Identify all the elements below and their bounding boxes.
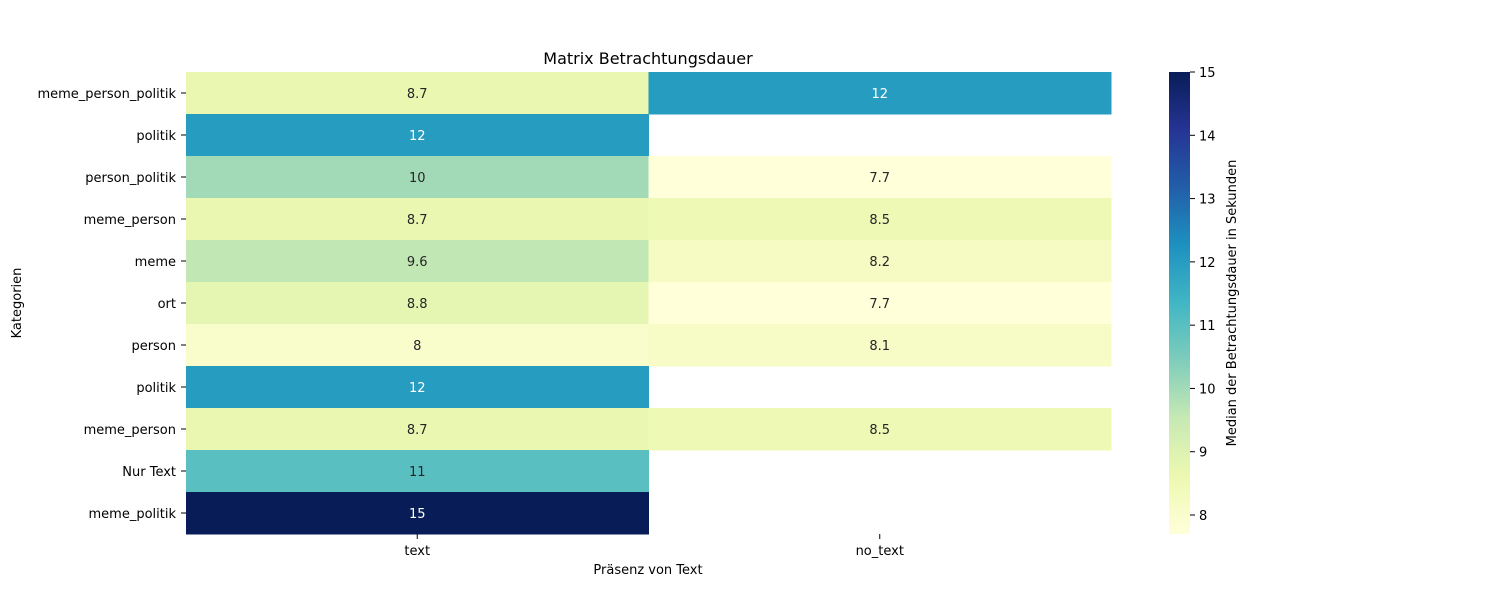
y-axis-label: Kategorien bbox=[10, 268, 25, 339]
heatmap-cell bbox=[186, 408, 649, 451]
heatmap-cell bbox=[648, 240, 1112, 283]
x-tick-label: text bbox=[404, 544, 430, 559]
colorbar-ticks: 8 9 10 11 12 13 14 15 bbox=[1190, 66, 1216, 524]
heatmap-cell bbox=[648, 324, 1112, 367]
heatmap-cell bbox=[186, 240, 649, 283]
y-tick-label: politik bbox=[136, 129, 176, 144]
cell-value-label: 8.2 bbox=[869, 255, 890, 270]
y-tick-label: Nur Text bbox=[122, 465, 176, 480]
heatmap-cell bbox=[186, 198, 649, 241]
y-tick-label: meme_politik bbox=[89, 507, 177, 522]
heatmap-cell bbox=[186, 114, 649, 157]
heatmap-cell bbox=[186, 156, 649, 199]
colorbar-tick-label: 8 bbox=[1199, 509, 1207, 524]
cell-value-label: 8.7 bbox=[407, 423, 428, 438]
colorbar-tick-label: 11 bbox=[1199, 319, 1216, 334]
heatmap-cell bbox=[648, 72, 1112, 115]
colorbar-tick-label: 10 bbox=[1199, 382, 1216, 397]
heatmap-cell bbox=[186, 450, 649, 493]
cell-value-label: 11 bbox=[409, 465, 426, 480]
y-tick-label: person bbox=[131, 339, 176, 354]
heatmap-cell bbox=[648, 198, 1112, 241]
y-tick-label: meme bbox=[135, 255, 176, 270]
cell-value-label: 12 bbox=[871, 87, 888, 102]
colorbar: 8 9 10 11 12 13 14 15 Median der Betrachtungsda… bbox=[1169, 66, 1240, 534]
cell-value-label: 10 bbox=[409, 171, 426, 186]
heatmap-cell bbox=[186, 282, 649, 325]
heatmap-cells: 8.7 12 12 10 7.7 8.7 8.5 9.6 8.2 8.8 7.7 8 8.1 12 8.7 8… bbox=[186, 72, 1112, 535]
cell-value-label: 7.7 bbox=[869, 171, 890, 186]
cell-value-label: 7.7 bbox=[869, 297, 890, 312]
y-tick-label: meme_person_politik bbox=[37, 87, 176, 102]
colorbar-label: Median der Betrachtungsdauer in Sekunden bbox=[1225, 160, 1240, 447]
cell-value-label: 9.6 bbox=[407, 255, 428, 270]
heatmap-cell bbox=[648, 408, 1112, 451]
cell-value-label: 12 bbox=[409, 381, 426, 396]
cell-value-label: 8.8 bbox=[407, 297, 428, 312]
colorbar-tick-label: 12 bbox=[1199, 256, 1216, 271]
cell-value-label: 8.7 bbox=[407, 87, 428, 102]
heatmap-cell bbox=[648, 156, 1112, 199]
y-tick-label: person_politik bbox=[85, 171, 176, 186]
cell-value-label: 12 bbox=[409, 129, 426, 144]
chart-title: Matrix Betrachtungsdauer bbox=[543, 49, 753, 68]
heatmap-cell bbox=[648, 282, 1112, 325]
colorbar-gradient bbox=[1169, 72, 1190, 534]
y-tick-label: meme_person bbox=[84, 213, 176, 228]
cell-value-label: 8.5 bbox=[869, 213, 890, 228]
x-tick-label: no_text bbox=[856, 544, 904, 559]
y-tick-label: ort bbox=[158, 297, 176, 312]
heatmap-cell bbox=[186, 492, 649, 535]
y-tick-label: politik bbox=[136, 381, 176, 396]
cell-value-label: 8.5 bbox=[869, 423, 890, 438]
heatmap-cell bbox=[186, 324, 649, 367]
colorbar-tick-label: 14 bbox=[1199, 129, 1216, 144]
cell-value-label: 8 bbox=[413, 339, 421, 354]
heatmap-cell bbox=[186, 366, 649, 409]
colorbar-tick-label: 13 bbox=[1199, 193, 1216, 208]
heatmap-cell bbox=[186, 72, 649, 115]
colorbar-tick-label: 15 bbox=[1199, 66, 1216, 81]
cell-value-label: 8.7 bbox=[407, 213, 428, 228]
x-tick-labels: text no_text bbox=[404, 534, 904, 559]
cell-value-label: 15 bbox=[409, 507, 426, 522]
y-tick-label: meme_person bbox=[84, 423, 176, 438]
x-axis-label: Präsenz von Text bbox=[593, 563, 702, 578]
colorbar-tick-label: 9 bbox=[1199, 446, 1207, 461]
cell-value-label: 8.1 bbox=[869, 339, 890, 354]
